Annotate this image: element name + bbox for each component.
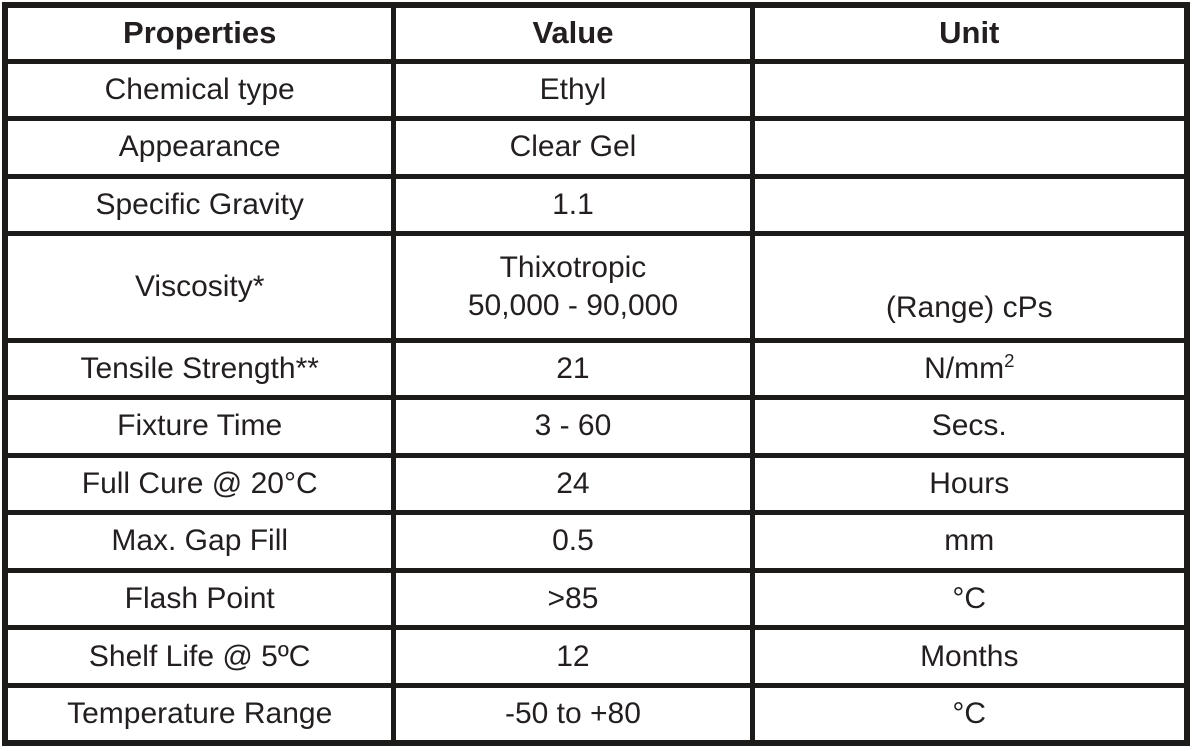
- property-cell: Max. Gap Fill: [2, 510, 397, 573]
- unit-cell: [749, 173, 1190, 237]
- table-row: Specific Gravity 1.1: [2, 173, 1190, 237]
- table-row: Shelf Life @ 5ºC 12 Months: [2, 625, 1190, 688]
- column-header-properties: Properties: [2, 2, 397, 64]
- table-row: Appearance Clear Gel: [2, 116, 1190, 179]
- table-row: Max. Gap Fill 0.5 mm: [2, 510, 1190, 573]
- table-row-tensile: Tensile Strength** 21 N/mm2: [2, 337, 1190, 401]
- unit-cell: Months: [749, 625, 1190, 688]
- value-cell: >85: [391, 567, 755, 631]
- column-header-unit: Unit: [749, 2, 1190, 64]
- value-cell: Thixotropic 50,000 - 90,000: [391, 231, 755, 343]
- property-cell: Chemical type: [2, 58, 397, 121]
- value-cell: Clear Gel: [391, 116, 755, 179]
- value-cell: 12: [391, 625, 755, 688]
- property-cell: Viscosity*: [2, 231, 397, 343]
- property-cell: Flash Point: [2, 567, 397, 631]
- property-cell: Shelf Life @ 5ºC: [2, 625, 397, 688]
- table-row: Full Cure @ 20°C 24 Hours: [2, 452, 1190, 516]
- table-row-viscosity: Viscosity* Thixotropic 50,000 - 90,000 (…: [2, 231, 1190, 343]
- property-cell: Appearance: [2, 116, 397, 179]
- value-cell: 1.1: [391, 173, 755, 237]
- value-cell: -50 to +80: [391, 682, 755, 746]
- value-line-2: 50,000 - 90,000: [467, 288, 679, 322]
- unit-cell: Hours: [749, 452, 1190, 516]
- table-row: Flash Point >85 °C: [2, 567, 1190, 631]
- value-cell: 24: [391, 452, 755, 516]
- property-cell: Fixture Time: [2, 395, 397, 458]
- unit-cell: (Range) cPs: [749, 231, 1190, 343]
- value-cell: Ethyl: [391, 58, 755, 121]
- property-cell: Temperature Range: [2, 682, 397, 746]
- table-row: Fixture Time 3 - 60 Secs.: [2, 395, 1190, 458]
- table-row: Chemical type Ethyl: [2, 58, 1190, 121]
- property-cell: Tensile Strength**: [2, 337, 397, 401]
- unit-cell: [749, 58, 1190, 121]
- header-row: Properties Value Unit: [2, 2, 1190, 64]
- unit-cell: °C: [749, 567, 1190, 631]
- unit-base: N/mm: [924, 351, 1005, 385]
- property-cell: Specific Gravity: [2, 173, 397, 237]
- column-header-value: Value: [391, 2, 755, 64]
- property-cell: Full Cure @ 20°C: [2, 452, 397, 516]
- table-row: Temperature Range -50 to +80 °C: [2, 682, 1190, 746]
- value-cell: 21: [391, 337, 755, 401]
- value-line-1: Thixotropic: [499, 250, 647, 284]
- unit-cell: °C: [749, 682, 1190, 746]
- value-cell: 0.5: [391, 510, 755, 573]
- unit-superscript: 2: [1004, 349, 1015, 371]
- unit-cell: mm: [749, 510, 1190, 573]
- unit-cell: N/mm2: [749, 337, 1190, 401]
- unit-cell: Secs.: [749, 395, 1190, 458]
- unit-cell: [749, 116, 1190, 179]
- value-cell: 3 - 60: [391, 395, 755, 458]
